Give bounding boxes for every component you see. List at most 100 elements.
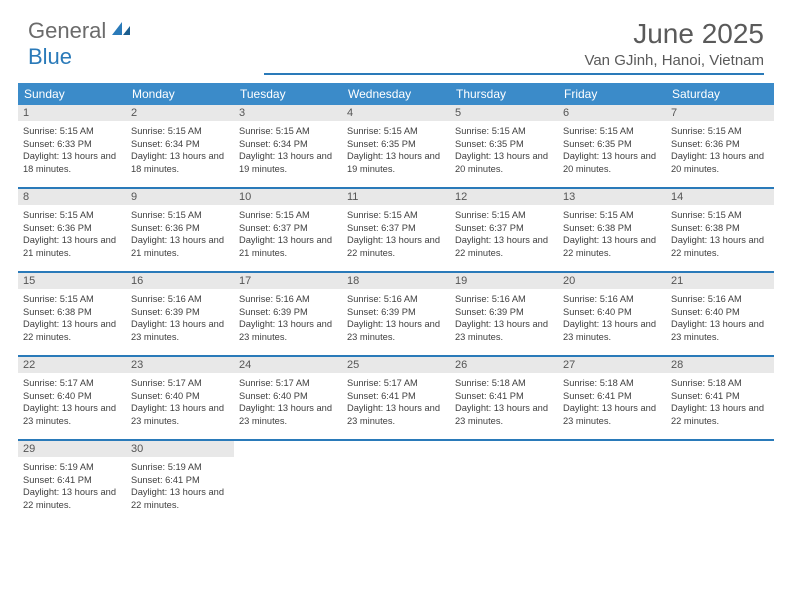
sunset-line: Sunset: 6:37 PM (239, 222, 337, 235)
day-cell: 4Sunrise: 5:15 AMSunset: 6:35 PMDaylight… (342, 105, 450, 187)
day-number: 28 (666, 357, 774, 373)
week-row: 1Sunrise: 5:15 AMSunset: 6:33 PMDaylight… (18, 105, 774, 189)
sunset-line: Sunset: 6:40 PM (563, 306, 661, 319)
day-cell: 26Sunrise: 5:18 AMSunset: 6:41 PMDayligh… (450, 357, 558, 439)
sunset-line: Sunset: 6:39 PM (347, 306, 445, 319)
sunrise-line: Sunrise: 5:16 AM (563, 293, 661, 306)
weeks-container: 1Sunrise: 5:15 AMSunset: 6:33 PMDaylight… (18, 105, 774, 523)
sunrise-line: Sunrise: 5:15 AM (347, 209, 445, 222)
day-body: Sunrise: 5:16 AMSunset: 6:39 PMDaylight:… (342, 289, 450, 347)
day-body: Sunrise: 5:16 AMSunset: 6:39 PMDaylight:… (126, 289, 234, 347)
sunrise-line: Sunrise: 5:16 AM (455, 293, 553, 306)
sunset-line: Sunset: 6:40 PM (671, 306, 769, 319)
daylight-line: Daylight: 13 hours and 23 minutes. (563, 318, 661, 343)
sunset-line: Sunset: 6:41 PM (23, 474, 121, 487)
day-cell: 8Sunrise: 5:15 AMSunset: 6:36 PMDaylight… (18, 189, 126, 271)
day-body: Sunrise: 5:19 AMSunset: 6:41 PMDaylight:… (126, 457, 234, 515)
day-body: Sunrise: 5:16 AMSunset: 6:40 PMDaylight:… (558, 289, 666, 347)
sunrise-line: Sunrise: 5:15 AM (347, 125, 445, 138)
day-number: 5 (450, 105, 558, 121)
sunrise-line: Sunrise: 5:18 AM (455, 377, 553, 390)
daylight-line: Daylight: 13 hours and 22 minutes. (671, 234, 769, 259)
day-number: 2 (126, 105, 234, 121)
sunrise-line: Sunrise: 5:17 AM (131, 377, 229, 390)
sunset-line: Sunset: 6:41 PM (455, 390, 553, 403)
sunrise-line: Sunrise: 5:15 AM (23, 209, 121, 222)
title-block: June 2025 Van GJinh, Hanoi, Vietnam (264, 18, 764, 75)
sunrise-line: Sunrise: 5:16 AM (239, 293, 337, 306)
sunrise-line: Sunrise: 5:19 AM (131, 461, 229, 474)
daylight-line: Daylight: 13 hours and 23 minutes. (455, 402, 553, 427)
day-cell (450, 441, 558, 523)
day-body: Sunrise: 5:15 AMSunset: 6:34 PMDaylight:… (234, 121, 342, 179)
sunrise-line: Sunrise: 5:15 AM (455, 125, 553, 138)
day-cell: 6Sunrise: 5:15 AMSunset: 6:35 PMDaylight… (558, 105, 666, 187)
daylight-line: Daylight: 13 hours and 23 minutes. (347, 318, 445, 343)
sunrise-line: Sunrise: 5:15 AM (131, 209, 229, 222)
daylight-line: Daylight: 13 hours and 21 minutes. (23, 234, 121, 259)
sunrise-line: Sunrise: 5:19 AM (23, 461, 121, 474)
day-number: 20 (558, 273, 666, 289)
day-number: 12 (450, 189, 558, 205)
sunset-line: Sunset: 6:41 PM (131, 474, 229, 487)
day-body: Sunrise: 5:15 AMSunset: 6:38 PMDaylight:… (666, 205, 774, 263)
sunset-line: Sunset: 6:34 PM (131, 138, 229, 151)
sunset-line: Sunset: 6:39 PM (239, 306, 337, 319)
sunset-line: Sunset: 6:41 PM (347, 390, 445, 403)
day-body: Sunrise: 5:15 AMSunset: 6:35 PMDaylight:… (558, 121, 666, 179)
daylight-line: Daylight: 13 hours and 23 minutes. (563, 402, 661, 427)
header: General June 2025 Van GJinh, Hanoi, Viet… (0, 0, 792, 83)
day-body: Sunrise: 5:15 AMSunset: 6:36 PMDaylight:… (666, 121, 774, 179)
day-cell: 5Sunrise: 5:15 AMSunset: 6:35 PMDaylight… (450, 105, 558, 187)
day-cell: 27Sunrise: 5:18 AMSunset: 6:41 PMDayligh… (558, 357, 666, 439)
day-cell: 13Sunrise: 5:15 AMSunset: 6:38 PMDayligh… (558, 189, 666, 271)
day-cell: 2Sunrise: 5:15 AMSunset: 6:34 PMDaylight… (126, 105, 234, 187)
day-cell (342, 441, 450, 523)
daylight-line: Daylight: 13 hours and 20 minutes. (671, 150, 769, 175)
day-number: 19 (450, 273, 558, 289)
sunrise-line: Sunrise: 5:16 AM (671, 293, 769, 306)
sunrise-line: Sunrise: 5:17 AM (23, 377, 121, 390)
sunset-line: Sunset: 6:35 PM (455, 138, 553, 151)
sunrise-line: Sunrise: 5:15 AM (563, 125, 661, 138)
day-cell: 3Sunrise: 5:15 AMSunset: 6:34 PMDaylight… (234, 105, 342, 187)
sunset-line: Sunset: 6:36 PM (131, 222, 229, 235)
day-body: Sunrise: 5:15 AMSunset: 6:38 PMDaylight:… (558, 205, 666, 263)
day-cell: 21 Sunrise: 5:16 AMSunset: 6:40 PMDayligh… (666, 273, 774, 355)
logo: General (28, 18, 134, 44)
day-body: Sunrise: 5:15 AMSunset: 6:37 PMDaylight:… (450, 205, 558, 263)
day-cell: 20Sunrise: 5:16 AMSunset: 6:40 PMDayligh… (558, 273, 666, 355)
day-number: 17 (234, 273, 342, 289)
day-body: Sunrise: 5:17 AMSunset: 6:40 PMDaylight:… (234, 373, 342, 431)
day-cell: 16Sunrise: 5:16 AMSunset: 6:39 PMDayligh… (126, 273, 234, 355)
day-number: 27 (558, 357, 666, 373)
daylight-line: Daylight: 13 hours and 18 minutes. (131, 150, 229, 175)
day-number: 21 (666, 273, 774, 289)
sunset-line: Sunset: 6:40 PM (23, 390, 121, 403)
day-body: Sunrise: 5:15 AMSunset: 6:37 PMDaylight:… (234, 205, 342, 263)
sunrise-line: Sunrise: 5:16 AM (131, 293, 229, 306)
daylight-line: Daylight: 13 hours and 22 minutes. (23, 318, 121, 343)
daylight-line: Daylight: 13 hours and 23 minutes. (671, 318, 769, 343)
day-number: 25 (342, 357, 450, 373)
day-number: 14 (666, 189, 774, 205)
day-cell: 29Sunrise: 5:19 AMSunset: 6:41 PMDayligh… (18, 441, 126, 523)
day-body: Sunrise: 5:18 AMSunset: 6:41 PMDaylight:… (450, 373, 558, 431)
daylight-line: Daylight: 13 hours and 22 minutes. (131, 486, 229, 511)
day-cell: 7Sunrise: 5:15 AMSunset: 6:36 PMDaylight… (666, 105, 774, 187)
day-body: Sunrise: 5:17 AMSunset: 6:40 PMDaylight:… (126, 373, 234, 431)
sunrise-line: Sunrise: 5:15 AM (23, 293, 121, 306)
daylight-line: Daylight: 13 hours and 18 minutes. (23, 150, 121, 175)
sunrise-line: Sunrise: 5:15 AM (131, 125, 229, 138)
month-title: June 2025 (264, 18, 764, 50)
sunset-line: Sunset: 6:40 PM (239, 390, 337, 403)
week-row: 29Sunrise: 5:19 AMSunset: 6:41 PMDayligh… (18, 441, 774, 523)
day-cell: 19Sunrise: 5:16 AMSunset: 6:39 PMDayligh… (450, 273, 558, 355)
day-number: 1 (18, 105, 126, 121)
sunset-line: Sunset: 6:40 PM (131, 390, 229, 403)
day-number: 7 (666, 105, 774, 121)
day-cell: 14Sunrise: 5:15 AMSunset: 6:38 PMDayligh… (666, 189, 774, 271)
weekday-header: Saturday (666, 83, 774, 105)
day-body: Sunrise: 5:18 AMSunset: 6:41 PMDaylight:… (666, 373, 774, 431)
day-body: Sunrise: 5:15 AMSunset: 6:34 PMDaylight:… (126, 121, 234, 179)
